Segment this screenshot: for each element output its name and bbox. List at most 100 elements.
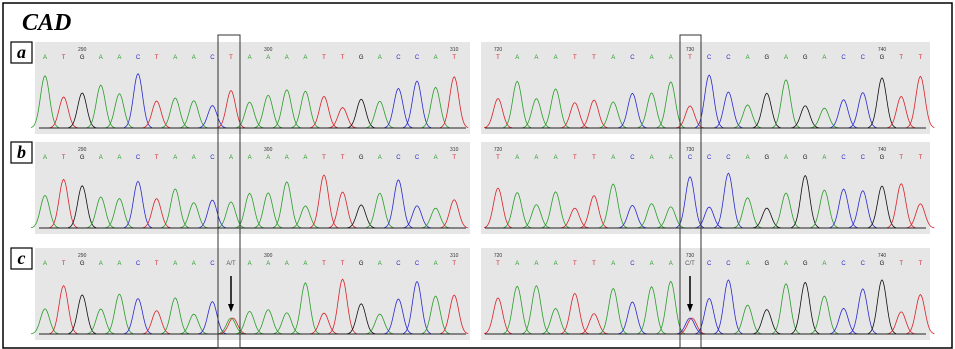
position-label: 310 bbox=[450, 47, 459, 53]
base-call: C bbox=[210, 55, 215, 61]
base-call: T bbox=[452, 155, 456, 161]
base-call: C bbox=[726, 55, 731, 61]
base-call: A bbox=[784, 55, 788, 61]
base-call: T bbox=[573, 55, 577, 61]
base-call: A bbox=[746, 155, 750, 161]
panel-label: c bbox=[18, 248, 26, 268]
base-call: A bbox=[192, 155, 196, 161]
base-call: C bbox=[415, 261, 420, 267]
base-call: T bbox=[899, 261, 903, 267]
base-call: C bbox=[396, 155, 401, 161]
base-call: A bbox=[173, 261, 177, 267]
base-call: A bbox=[434, 261, 438, 267]
base-call: A bbox=[285, 261, 289, 267]
base-call: A bbox=[229, 155, 233, 161]
base-call: T bbox=[688, 55, 692, 61]
base-call: T bbox=[919, 155, 923, 161]
position-label: 720 bbox=[494, 253, 503, 259]
base-call: C bbox=[136, 55, 141, 61]
base-call: T bbox=[899, 155, 903, 161]
base-call: C bbox=[707, 155, 712, 161]
base-call: A bbox=[822, 261, 826, 267]
base-call: G bbox=[880, 155, 885, 161]
base-call: C bbox=[726, 261, 731, 267]
base-call: A bbox=[173, 155, 177, 161]
base-call: A bbox=[266, 155, 270, 161]
position-label: 740 bbox=[878, 147, 887, 153]
base-call: A bbox=[434, 55, 438, 61]
base-call: T bbox=[573, 261, 577, 267]
base-call: A bbox=[266, 261, 270, 267]
base-call: A bbox=[650, 55, 654, 61]
position-label: 300 bbox=[264, 147, 273, 153]
base-call: A bbox=[534, 261, 538, 267]
base-call: T bbox=[62, 155, 66, 161]
base-call: C bbox=[726, 155, 731, 161]
base-call: G bbox=[803, 261, 808, 267]
base-call: A bbox=[248, 261, 252, 267]
position-label: 290 bbox=[78, 253, 87, 259]
base-call: A bbox=[303, 261, 307, 267]
base-call: C bbox=[861, 155, 866, 161]
base-call: A bbox=[99, 261, 103, 267]
base-call: G bbox=[80, 155, 85, 161]
base-call: C bbox=[630, 55, 635, 61]
base-call: A bbox=[746, 261, 750, 267]
base-call: A bbox=[669, 261, 673, 267]
base-call: A bbox=[303, 55, 307, 61]
base-call: A bbox=[746, 55, 750, 61]
position-label: 730 bbox=[686, 147, 695, 153]
base-call: A bbox=[650, 155, 654, 161]
base-call: A bbox=[822, 155, 826, 161]
base-call: T bbox=[322, 261, 326, 267]
base-call: A/T bbox=[226, 261, 236, 267]
base-call: A bbox=[266, 55, 270, 61]
base-call: C bbox=[841, 155, 846, 161]
base-call: A bbox=[303, 155, 307, 161]
position-label: 730 bbox=[686, 47, 695, 53]
base-call: A bbox=[822, 55, 826, 61]
base-call: T bbox=[496, 261, 500, 267]
base-call: T bbox=[452, 55, 456, 61]
base-call: A bbox=[515, 55, 519, 61]
base-call: C bbox=[136, 155, 141, 161]
base-call: A bbox=[554, 55, 558, 61]
base-call: C bbox=[415, 155, 420, 161]
base-call: A bbox=[43, 261, 47, 267]
position-label: 290 bbox=[78, 147, 87, 153]
base-call: C bbox=[707, 55, 712, 61]
position-label: 720 bbox=[494, 147, 503, 153]
position-label: 300 bbox=[264, 47, 273, 53]
panel-label: a bbox=[17, 42, 26, 62]
position-label: 740 bbox=[878, 253, 887, 259]
base-call: T bbox=[899, 55, 903, 61]
position-label: 740 bbox=[878, 47, 887, 53]
base-call: A bbox=[534, 55, 538, 61]
base-call: A bbox=[248, 55, 252, 61]
base-call: G bbox=[80, 261, 85, 267]
base-call: A bbox=[434, 155, 438, 161]
base-call: C bbox=[136, 261, 141, 267]
position-label: 730 bbox=[686, 253, 695, 259]
base-call: C bbox=[396, 261, 401, 267]
base-call: A bbox=[285, 155, 289, 161]
base-call: A bbox=[515, 155, 519, 161]
base-call: G bbox=[803, 55, 808, 61]
base-call: C/T bbox=[685, 261, 695, 267]
base-call: T bbox=[496, 155, 500, 161]
figure: CAD a290300310ATGAACTAACTAAAATTGACCAT720… bbox=[0, 0, 955, 349]
base-call: A bbox=[43, 155, 47, 161]
base-call: T bbox=[341, 155, 345, 161]
base-call: C bbox=[210, 155, 215, 161]
base-call: C bbox=[630, 155, 635, 161]
base-call: T bbox=[592, 55, 596, 61]
base-call: C bbox=[396, 55, 401, 61]
base-call: G bbox=[764, 155, 769, 161]
base-call: A bbox=[99, 55, 103, 61]
base-call: A bbox=[117, 155, 121, 161]
base-call: C bbox=[707, 261, 712, 267]
base-call: T bbox=[919, 55, 923, 61]
base-call: G bbox=[80, 55, 85, 61]
base-call: A bbox=[285, 55, 289, 61]
base-call: A bbox=[650, 261, 654, 267]
